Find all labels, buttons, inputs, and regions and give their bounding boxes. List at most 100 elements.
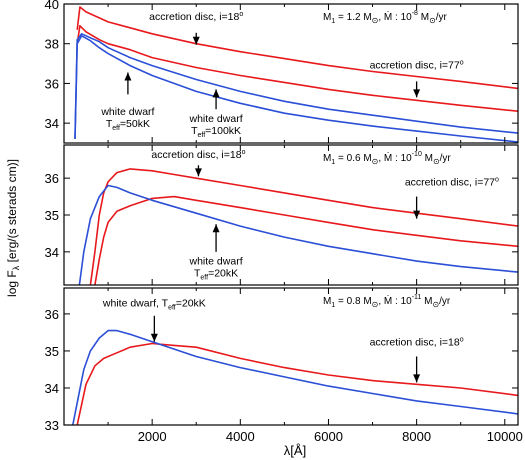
param-rate-exponent: -10 [412, 151, 422, 158]
annotation-label: white dwarf [189, 113, 243, 125]
y-tick-label: 38 [45, 37, 59, 52]
annotation-temperature-subscript: eff [112, 125, 120, 132]
annotation-subscript: eff [168, 305, 176, 312]
annotation-superscript: o [460, 60, 464, 67]
param-rate-label: , Ṁ : 10 [378, 151, 412, 164]
y-tick-label: 34 [45, 116, 59, 131]
annotation-text: white dwarf [189, 113, 243, 125]
annotation-superscript: o [239, 11, 243, 18]
white_dwarf-spectrum-2 [72, 329, 518, 425]
param-rate-sun-symbol: ⊙ [429, 16, 436, 25]
annotation-superscript: o [242, 149, 246, 156]
y-axis-label: log Fλ [erg/(s sterads cm)] [5, 159, 21, 297]
annotation-text: accretion disc, i=18 [151, 149, 241, 161]
param-mass-value: = 0.8 M [335, 296, 371, 307]
param-mass-subscript: 1 [331, 302, 335, 309]
param-mass-value: = 0.6 M [335, 153, 371, 164]
param-mass-symbol: M [323, 12, 331, 23]
param-rate-label: , Ṁ : 10 [378, 10, 412, 23]
model-parameters: M1 = 0.6 M⊙, Ṁ : 10-10 M⊙/yr [323, 151, 451, 166]
annotation-label-line2: Teff=20kK [194, 268, 238, 282]
y-tick-label: 35 [45, 344, 59, 359]
y-tick-label: 36 [45, 307, 59, 322]
annotation-label: accretion disc, i=18o [370, 336, 464, 348]
annotation-temperature-symbol: T [106, 118, 113, 130]
annotation-label: accretion disc, i=77o [405, 177, 499, 189]
param-rate-exponent: -8 [412, 10, 418, 17]
y-axis-label-rest: [erg/(s sterads cm)] [5, 159, 19, 266]
panel-frame [63, 144, 519, 286]
annotation-text: accretion disc, i=18 [370, 336, 460, 348]
param-rate-label: , Ṁ : 10 [378, 294, 412, 307]
y-tick-label: 34 [45, 381, 59, 396]
y-tick-label: 33 [45, 418, 59, 433]
param-rate-unit-tail: /yr [440, 153, 452, 164]
disc-spectrum-1 [89, 168, 518, 285]
y-tick-label: 34 [45, 245, 59, 260]
annotation-temperature-symbol: T [194, 268, 201, 280]
annotation-arrow-head [212, 89, 220, 98]
disc-spectrum-2 [94, 195, 518, 285]
x-tick-label: 4000 [226, 429, 255, 444]
annotation-arrow-head [124, 72, 132, 81]
annotation-temperature-subscript: eff [197, 132, 205, 139]
y-axis-label-sub: λ [11, 265, 21, 270]
annotation-arrow-head [413, 374, 421, 383]
disc-spectrum-1 [76, 342, 518, 425]
annotation-arrow-head [413, 210, 421, 219]
x-axis-label: λ[Å] [284, 443, 306, 458]
panel-frame [63, 3, 519, 144]
panel-frame [63, 287, 519, 426]
param-rate-unit: M [422, 153, 433, 164]
annotation-label: white dwarf [189, 256, 243, 268]
annotation-temperature-subscript: eff [200, 275, 208, 282]
plot-area [72, 329, 518, 425]
model-parameters: M1 = 1.2 M⊙, Ṁ : 10-8 M⊙/yr [323, 10, 448, 25]
model-parameters: M1 = 0.8 M⊙, Ṁ : 10-11 M⊙/yr [323, 294, 451, 309]
param-sun-symbol: ⊙ [372, 157, 379, 166]
annotation-superscript: o [460, 336, 464, 343]
annotation-text: white dwarf [189, 256, 243, 268]
param-rate-sun-symbol: ⊙ [433, 157, 440, 166]
y-tick-label: 36 [45, 76, 59, 91]
param-sun-symbol: ⊙ [372, 300, 379, 309]
param-rate-exponent: -11 [412, 294, 422, 301]
param-mass-value: = 1.2 M [335, 12, 371, 23]
disc-spectrum-1 [76, 6, 518, 90]
param-rate-unit: M [418, 12, 429, 23]
param-mass-symbol: M [323, 296, 331, 307]
panel-2: 34 35 36 M1 = 0.6 M⊙, Ṁ : 10-10 M⊙/yr accret… [45, 144, 519, 286]
x-tick-label: 8000 [402, 429, 431, 444]
param-rate-unit: M [421, 296, 432, 307]
annotation-text: accretion disc, i=77 [370, 60, 460, 72]
annotation-text: white dwarf [100, 106, 154, 118]
y-axis-label-main: log F [5, 270, 19, 297]
annotation-text-rest: =20kK [176, 298, 206, 310]
y-tick-label: 35 [45, 208, 59, 223]
param-mass-subscript: 1 [331, 18, 335, 25]
annotation-arrow-head [413, 89, 421, 98]
annotation-text: accretion disc, i=18 [149, 11, 239, 23]
annotation-text: white dwarf, T [102, 298, 169, 310]
annotation-arrow-head [150, 333, 158, 342]
annotation-label: white dwarf, Teff=20kK [102, 298, 206, 312]
y-tick-label: 36 [45, 171, 59, 186]
annotation-arrow-head [192, 36, 200, 45]
disc-spectrum-2 [76, 25, 518, 112]
param-rate-sun-symbol: ⊙ [432, 300, 439, 309]
plot-area [78, 168, 518, 285]
white_dwarf-spectrum-4 [74, 35, 518, 143]
y-tick-label: 40 [45, 0, 59, 12]
annotation-superscript: o [495, 177, 499, 184]
x-tick-label: 6000 [314, 429, 343, 444]
white_dwarf-spectrum-3 [74, 33, 518, 140]
param-sun-symbol: ⊙ [372, 16, 379, 25]
annotation-temperature-value: =20kK [208, 268, 238, 280]
annotation-label: accretion disc, i=77o [370, 60, 464, 72]
param-rate-unit-tail: /yr [436, 12, 448, 23]
param-rate-unit-tail: /yr [439, 296, 451, 307]
